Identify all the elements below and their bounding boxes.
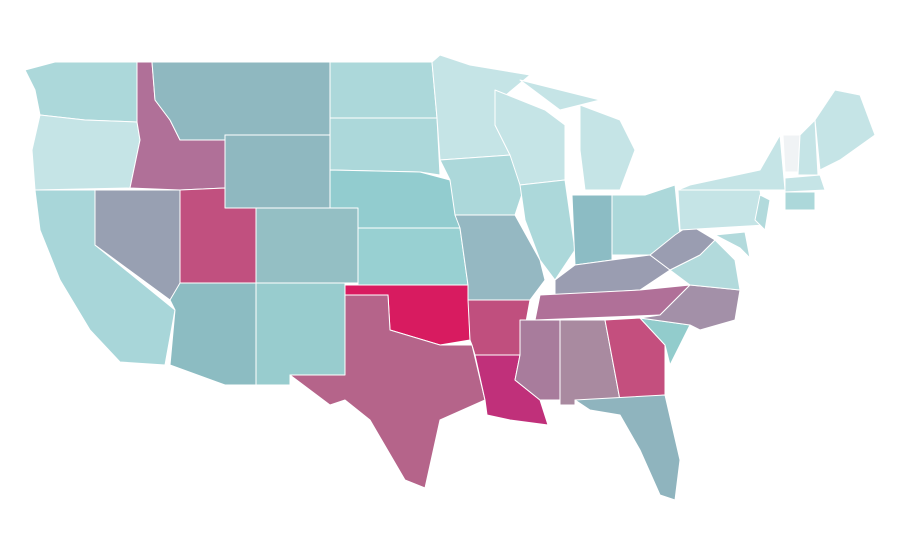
state bbox=[574, 394, 681, 501]
state bbox=[814, 89, 876, 171]
state bbox=[714, 231, 751, 259]
state bbox=[255, 282, 346, 386]
state bbox=[224, 134, 331, 209]
state bbox=[329, 61, 438, 119]
state bbox=[151, 61, 331, 141]
state bbox=[357, 227, 469, 286]
state bbox=[782, 134, 801, 173]
state bbox=[649, 224, 716, 271]
state bbox=[31, 114, 141, 191]
state bbox=[519, 79, 636, 191]
state bbox=[24, 61, 138, 123]
state bbox=[289, 294, 486, 489]
state bbox=[255, 207, 359, 284]
state bbox=[604, 317, 666, 401]
state bbox=[784, 191, 816, 211]
state bbox=[677, 189, 766, 231]
state bbox=[329, 117, 441, 176]
state bbox=[754, 194, 771, 231]
state bbox=[169, 282, 257, 386]
state bbox=[571, 194, 613, 266]
state bbox=[784, 174, 826, 193]
